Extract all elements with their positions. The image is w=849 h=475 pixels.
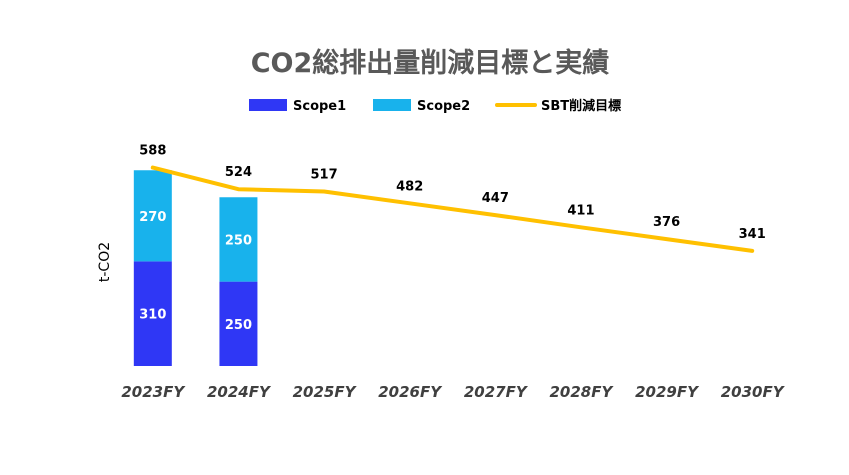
x-tick-2027FY: 2027FY (464, 383, 529, 401)
bar-scope2-2024FY (219, 197, 258, 282)
sbt-target-label-2029FY: 376 (653, 215, 680, 230)
legend-label-scope2: Scope2 (417, 99, 470, 114)
x-tick-2028FY: 2028FY (550, 383, 615, 401)
bar-label-scope2-2024FY: 250 (225, 233, 252, 248)
y-axis-label: t-CO2 (97, 242, 113, 282)
legend-label-sbt-target: SBT削減目標 (541, 98, 621, 114)
sbt-target-label-2030FY: 341 (739, 227, 766, 242)
sbt-target-label-2025FY: 517 (310, 168, 337, 183)
sbt-target-label-2027FY: 447 (482, 191, 509, 206)
bar-label-scope1-2023FY: 310 (139, 308, 166, 323)
x-tick-2024FY: 2024FY (207, 383, 272, 401)
x-tick-2026FY: 2026FY (378, 383, 443, 401)
legend-swatch-scope2 (373, 99, 411, 111)
x-tick-2029FY: 2029FY (635, 383, 700, 401)
bars: 310 270 250 250 (133, 170, 258, 366)
bar-scope1-2024FY (219, 281, 258, 366)
legend-label-scope1: Scope1 (293, 99, 346, 114)
x-tick-2025FY: 2025FY (293, 383, 358, 401)
x-tick-2023FY: 2023FY (121, 383, 186, 401)
x-tick-2030FY: 2030FY (721, 383, 786, 401)
sbt-target-label-2023FY: 588 (139, 144, 166, 159)
sbt-target-label-2024FY: 524 (225, 165, 252, 180)
bar-label-scope1-2024FY: 250 (225, 318, 252, 333)
legend-swatch-scope1 (249, 99, 287, 111)
bar-scope2-2023FY (133, 170, 172, 262)
sbt-target-label-2028FY: 411 (567, 203, 594, 218)
legend: Scope1 Scope2 SBT削減目標 (249, 98, 621, 114)
x-axis-ticks: 2023FY 2024FY 2025FY 2026FY 2027FY 2028FY 2029… (121, 383, 785, 401)
target-line-group: 588 524 517 482 447 411 376 341 (139, 144, 766, 253)
sbt-target-label-2026FY: 482 (396, 179, 423, 194)
bar-label-scope2-2023FY: 270 (139, 210, 166, 225)
sbt-target-line (150, 165, 755, 253)
chart-title: CO2総排出量削減目標と実績 (251, 47, 610, 79)
bar-scope1-2023FY (133, 261, 172, 366)
